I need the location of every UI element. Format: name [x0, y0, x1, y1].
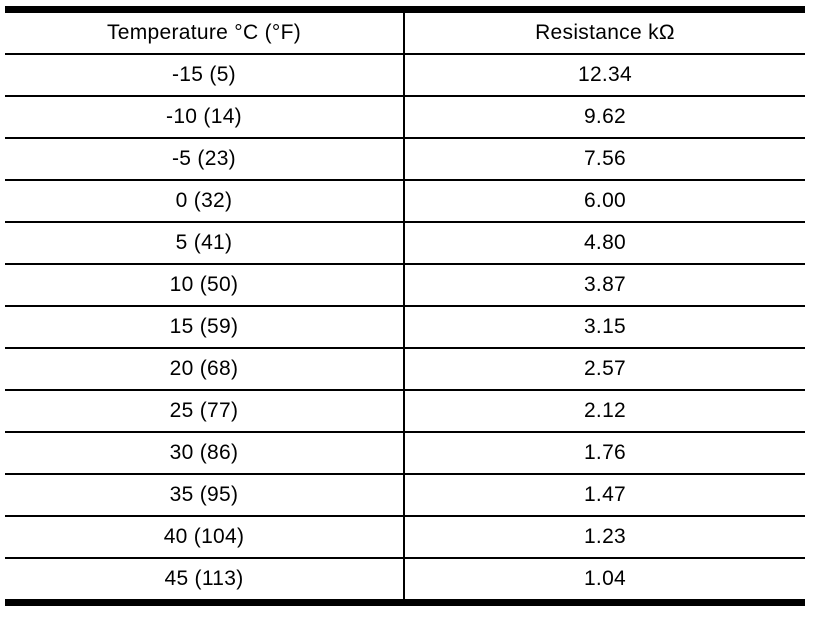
resistance-cell: 2.57	[404, 348, 805, 391]
temperature-cell: 5 (41)	[5, 222, 405, 265]
table-row: -10 (14) 9.62	[5, 96, 805, 139]
resistance-cell: 4.80	[404, 222, 805, 265]
table-row: 40 (104) 1.23	[5, 516, 805, 559]
table-row: 15 (59) 3.15	[5, 306, 805, 349]
temperature-cell: 40 (104)	[5, 516, 405, 559]
table-row: 5 (41) 4.80	[5, 222, 805, 265]
temperature-cell: 30 (86)	[5, 432, 405, 475]
resistance-cell: 3.15	[404, 306, 805, 349]
temperature-cell: 25 (77)	[5, 390, 405, 433]
temperature-cell: -5 (23)	[5, 138, 405, 181]
resistance-cell: 7.56	[404, 138, 805, 181]
table-row: 10 (50) 3.87	[5, 264, 805, 307]
temperature-cell: 15 (59)	[5, 306, 405, 349]
table-row: -5 (23) 7.56	[5, 138, 805, 181]
table-row: 30 (86) 1.76	[5, 432, 805, 475]
resistance-cell: 12.34	[404, 54, 805, 97]
table-row: -15 (5) 12.34	[5, 54, 805, 97]
temperature-cell: 0 (32)	[5, 180, 405, 223]
table-row: 20 (68) 2.57	[5, 348, 805, 391]
resistance-cell: 1.47	[404, 474, 805, 517]
resistance-cell: 6.00	[404, 180, 805, 223]
table-row: 35 (95) 1.47	[5, 474, 805, 517]
resistance-cell: 2.12	[404, 390, 805, 433]
temperature-resistance-table: Temperature °C (°F) Resistance kΩ -15 (5…	[5, 6, 805, 606]
temperature-cell: -15 (5)	[5, 54, 405, 97]
resistance-cell: 9.62	[404, 96, 805, 139]
table-row: 0 (32) 6.00	[5, 180, 805, 223]
temperature-cell: 35 (95)	[5, 474, 405, 517]
temperature-cell: 20 (68)	[5, 348, 405, 391]
column-header-resistance: Resistance kΩ	[404, 9, 805, 55]
resistance-table-container: Temperature °C (°F) Resistance kΩ -15 (5…	[5, 6, 805, 606]
resistance-cell: 1.76	[404, 432, 805, 475]
resistance-cell: 3.87	[404, 264, 805, 307]
table-row: 45 (113) 1.04	[5, 558, 805, 603]
temperature-cell: -10 (14)	[5, 96, 405, 139]
table-row: 25 (77) 2.12	[5, 390, 805, 433]
resistance-cell: 1.04	[404, 558, 805, 603]
temperature-cell: 45 (113)	[5, 558, 405, 603]
header-row: Temperature °C (°F) Resistance kΩ	[5, 9, 805, 55]
resistance-cell: 1.23	[404, 516, 805, 559]
temperature-cell: 10 (50)	[5, 264, 405, 307]
column-header-temperature: Temperature °C (°F)	[5, 9, 405, 55]
table-body: -15 (5) 12.34 -10 (14) 9.62 -5 (23) 7.56 0 (32…	[5, 54, 805, 603]
